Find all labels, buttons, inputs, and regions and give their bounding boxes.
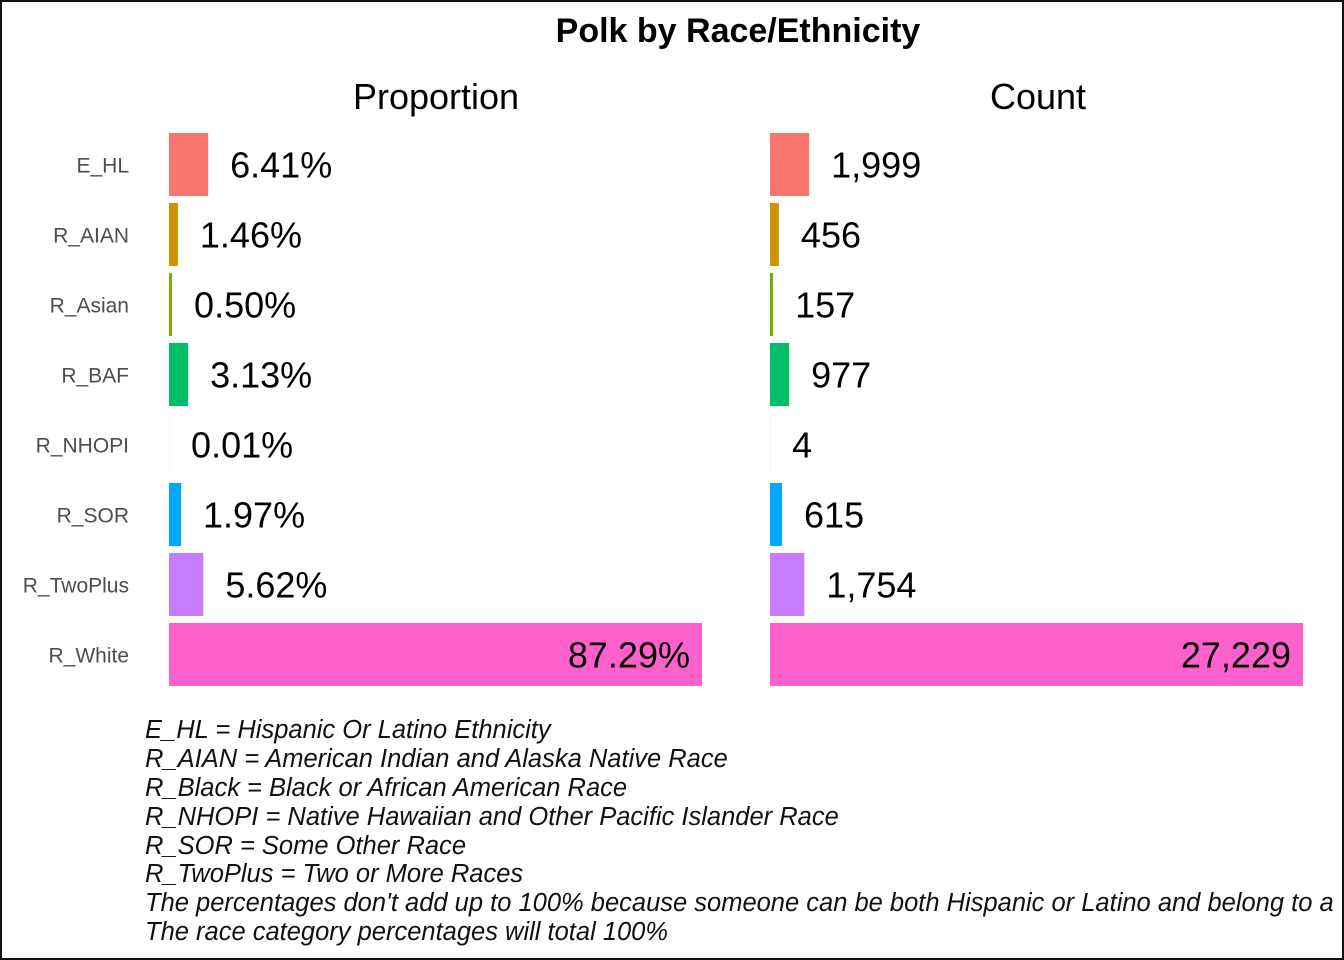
count-bar-r-sor [770, 483, 783, 546]
proportion-data-label: 0.01% [191, 425, 293, 466]
footnote-line: R_NHOPI = Native Hawaiian and Other Paci… [145, 802, 839, 831]
count-data-label: 27,229 [1181, 635, 1291, 676]
category-label-r-baf: R_BAF [61, 365, 129, 388]
proportion-bar-r-sor [169, 483, 182, 546]
proportion-data-label: 3.13% [210, 355, 312, 396]
proportion-bar-r-aian [169, 203, 178, 266]
proportion-data-label: 1.46% [200, 215, 302, 256]
proportion-data-label: 1.97% [203, 495, 305, 536]
count-data-label: 456 [801, 215, 861, 256]
proportion-data-label: 0.50% [194, 285, 296, 326]
panel-title-proportion: Proportion [353, 76, 519, 117]
proportion-data-label: 87.29% [568, 635, 690, 676]
proportion-bar-r-baf [169, 343, 189, 406]
footnote-line: The percentages don't add up to 100% bec… [145, 889, 1340, 918]
count-data-label: 157 [795, 285, 855, 326]
category-label-r-white: R_White [48, 645, 129, 668]
proportion-bar-e-hl [169, 133, 209, 196]
footnotes: E_HL = Hispanic Or Latino Ethnicity R_AI… [145, 716, 1340, 947]
footnote-line: R_Black = Black or African American Race [145, 773, 628, 802]
count-bar-e-hl [770, 133, 810, 196]
count-data-label: 1,754 [826, 565, 916, 606]
footnote-line: R_SOR = Some Other Race [145, 831, 467, 860]
footnote-line: E_HL = Hispanic Or Latino Ethnicity [145, 716, 551, 744]
proportion-data-label: 5.62% [225, 565, 327, 606]
count-data-label: 4 [792, 425, 812, 466]
count-data-label: 615 [804, 495, 864, 536]
count-bar-r-baf [770, 343, 790, 406]
category-label-r-twoplus: R_TwoPlus [23, 575, 129, 598]
footnote-line: The race category percentages will total… [145, 918, 669, 947]
count-bar-r-white [770, 623, 1303, 686]
footnote-line: R_TwoPlus = Two or More Races [145, 860, 524, 889]
count-data-label: 1,999 [831, 145, 921, 186]
category-label-r-asian: R_Asian [50, 295, 129, 318]
proportion-bar-r-white [169, 623, 702, 686]
chart-title: Polk by Race/Ethnicity [556, 12, 921, 50]
category-label-r-sor: R_SOR [57, 505, 129, 528]
footnote-line: R_AIAN = American Indian and Alaska Nati… [145, 744, 728, 773]
proportion-data-label: 6.41% [230, 145, 332, 186]
count-bar-r-aian [770, 203, 779, 266]
panel-title-count: Count [990, 76, 1086, 117]
category-label-e-hl: E_HL [76, 155, 129, 178]
count-bar-r-twoplus [770, 553, 805, 616]
count-data-label: 977 [811, 355, 871, 396]
count-bar-r-asian [770, 273, 774, 336]
category-label-r-nhopi: R_NHOPI [36, 435, 129, 458]
proportion-bar-r-twoplus [169, 553, 204, 616]
category-label-r-aian: R_AIAN [53, 225, 129, 248]
proportion-bar-r-asian [169, 273, 173, 336]
